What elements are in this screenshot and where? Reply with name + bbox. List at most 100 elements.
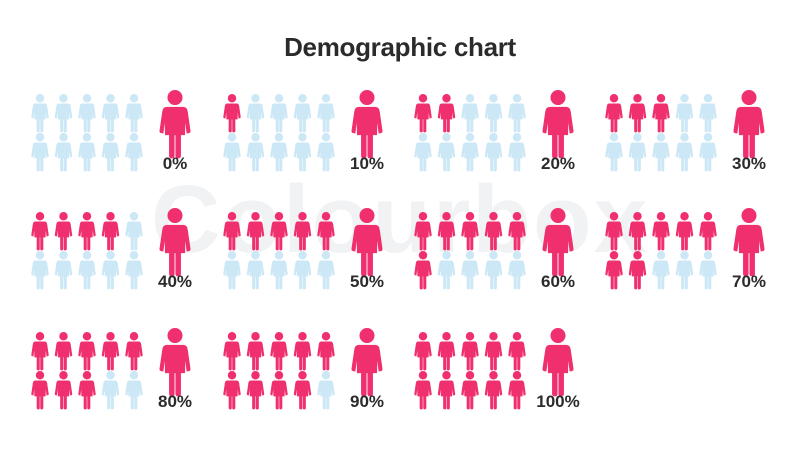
pictograph-panel-0pct: 0%	[31, 90, 191, 173]
woman-icon-empty	[270, 251, 288, 290]
pictograph-panel-20pct: 20%	[414, 90, 575, 173]
woman-icon-empty	[652, 251, 670, 290]
woman-icon-large	[351, 328, 383, 397]
pictograph-panel-80pct: 80%	[31, 328, 192, 411]
woman-icon-empty	[78, 251, 96, 290]
woman-icon-empty	[675, 94, 694, 133]
percentage-label: 80%	[158, 392, 192, 411]
woman-icon-filled	[484, 212, 503, 251]
woman-icon-filled	[78, 371, 96, 410]
woman-icon-filled	[414, 371, 432, 410]
woman-icon-empty	[125, 133, 143, 172]
pictograph-panel-30pct: 30%	[605, 90, 766, 173]
woman-icon-empty	[78, 133, 96, 172]
woman-icon-filled	[437, 371, 456, 410]
woman-icon-empty	[223, 251, 241, 290]
woman-icon-filled	[223, 94, 241, 133]
woman-icon-empty	[125, 371, 143, 410]
percentage-label: 40%	[158, 272, 192, 291]
woman-icon-filled	[508, 371, 526, 410]
woman-icon-large	[542, 328, 574, 397]
woman-icon-filled	[437, 332, 456, 371]
woman-icon-empty	[101, 251, 120, 290]
woman-icon-filled	[652, 212, 670, 251]
woman-icon-filled	[293, 332, 312, 371]
woman-icon-large	[733, 90, 765, 159]
woman-icon-filled	[101, 212, 120, 251]
woman-icon-empty	[125, 251, 143, 290]
woman-icon-filled	[78, 212, 96, 251]
woman-icon-empty	[293, 94, 312, 133]
woman-icon-empty	[78, 94, 96, 133]
woman-icon-filled	[31, 212, 49, 251]
woman-icon-filled	[54, 332, 73, 371]
woman-icon-filled	[54, 212, 73, 251]
woman-icon-filled	[484, 371, 503, 410]
woman-icon-empty	[484, 251, 503, 290]
woman-icon-empty	[461, 94, 479, 133]
woman-icon-filled	[317, 212, 335, 251]
woman-icon-filled	[461, 332, 479, 371]
woman-icon-filled	[484, 332, 503, 371]
woman-icon-empty	[246, 133, 265, 172]
pictograph-panel-90pct: 90%	[223, 328, 384, 411]
woman-icon-large	[542, 90, 574, 159]
woman-icon-empty	[628, 133, 647, 172]
woman-icon-empty	[437, 251, 456, 290]
woman-icon-empty	[675, 133, 694, 172]
woman-icon-empty	[223, 133, 241, 172]
woman-icon-empty	[54, 251, 73, 290]
percentage-label: 50%	[350, 272, 384, 291]
woman-icon-empty	[699, 133, 717, 172]
percentage-label: 70%	[732, 272, 766, 291]
woman-icon-empty	[461, 133, 479, 172]
woman-icon-large	[733, 208, 765, 277]
woman-icon-large	[159, 208, 191, 277]
woman-icon-empty	[437, 133, 456, 172]
woman-icon-filled	[246, 371, 265, 410]
woman-icon-large	[351, 90, 383, 159]
woman-icon-empty	[317, 371, 335, 410]
woman-icon-empty	[652, 133, 670, 172]
woman-icon-empty	[270, 94, 288, 133]
woman-icon-empty	[508, 94, 526, 133]
woman-icon-empty	[246, 94, 265, 133]
woman-icon-filled	[699, 212, 717, 251]
pictograph-panel-70pct: 70%	[605, 208, 766, 291]
woman-icon-filled	[78, 332, 96, 371]
woman-icon-empty	[101, 371, 120, 410]
woman-icon-filled	[675, 212, 694, 251]
woman-icon-empty	[484, 94, 503, 133]
woman-icon-filled	[461, 212, 479, 251]
percentage-label: 20%	[541, 154, 575, 173]
woman-icon-filled	[414, 94, 432, 133]
percentage-label: 90%	[350, 392, 384, 411]
woman-icon-empty	[317, 133, 335, 172]
woman-icon-empty	[508, 251, 526, 290]
woman-icon-large	[351, 208, 383, 277]
woman-icon-filled	[437, 94, 456, 133]
woman-icon-filled	[414, 332, 432, 371]
woman-icon-filled	[246, 332, 265, 371]
woman-icon-filled	[293, 371, 312, 410]
woman-icon-filled	[437, 212, 456, 251]
percentage-label: 100%	[536, 392, 579, 411]
woman-icon-filled	[605, 251, 623, 290]
woman-icon-empty	[605, 133, 623, 172]
woman-icon-empty	[31, 133, 49, 172]
woman-icon-filled	[652, 94, 670, 133]
woman-icon-filled	[628, 94, 647, 133]
woman-icon-filled	[31, 332, 49, 371]
pictograph-panel-10pct: 10%	[223, 90, 384, 173]
woman-icon-filled	[508, 332, 526, 371]
woman-icon-empty	[101, 94, 120, 133]
woman-icon-empty	[675, 251, 694, 290]
woman-icon-filled	[414, 212, 432, 251]
woman-icon-filled	[54, 371, 73, 410]
woman-icon-empty	[317, 251, 335, 290]
woman-icon-filled	[101, 332, 120, 371]
woman-icon-filled	[628, 212, 647, 251]
woman-icon-empty	[293, 133, 312, 172]
woman-icon-empty	[484, 133, 503, 172]
woman-icon-empty	[246, 251, 265, 290]
